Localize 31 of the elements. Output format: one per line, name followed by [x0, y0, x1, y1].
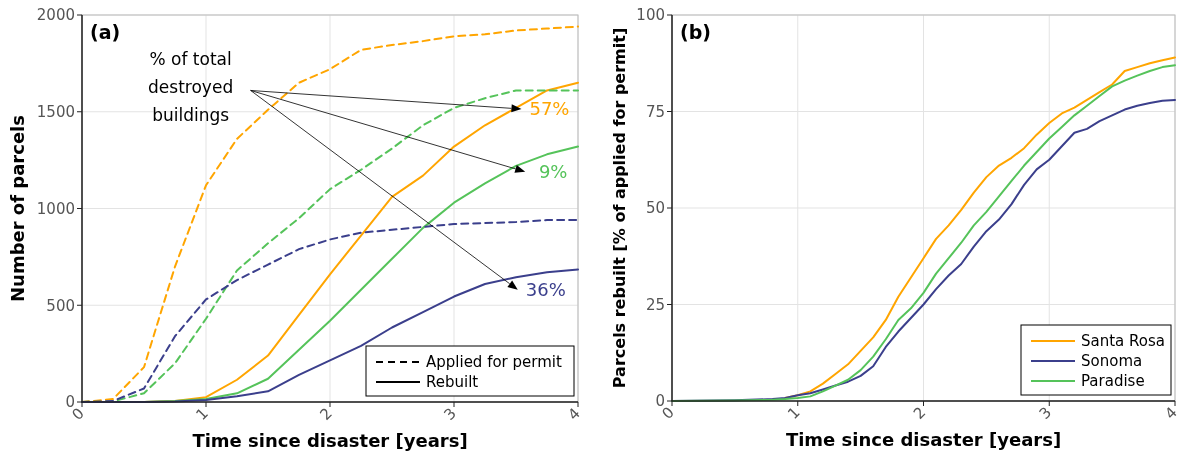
x-tick-label: 1 — [784, 403, 804, 423]
annotation: Applied for permit — [426, 353, 562, 372]
annotation: 36% — [525, 279, 566, 301]
x-tick-label: 2 — [316, 404, 336, 424]
legend-label: Sonoma — [1081, 352, 1143, 371]
x-tick-label: 2 — [909, 403, 930, 423]
legend-label: Paradise — [1081, 372, 1145, 391]
legend-label: Santa Rosa — [1081, 332, 1165, 351]
y-tick-label: 25 — [645, 295, 665, 314]
y-tick-label: 75 — [645, 102, 665, 121]
x-axis-title: Time since disaster [years] — [785, 429, 1062, 450]
annotation: % of total destroyed buildings — [148, 49, 234, 126]
y-tick-label: 50 — [645, 199, 665, 218]
y-axis-title: Parcels rebuilt [% of applied for permit] — [610, 27, 629, 389]
x-axis-title: Time since disaster [years] — [192, 430, 468, 451]
y-tick-label: 2000 — [36, 6, 75, 25]
x-tick-label: 4 — [564, 404, 584, 424]
y-tick-label: 1500 — [36, 103, 75, 121]
chart-title: (b) — [680, 21, 711, 43]
chart-title: (a) — [90, 21, 121, 43]
x-tick-label: 1 — [192, 404, 212, 424]
x-tick-label: 4 — [1161, 403, 1181, 423]
annotation: 9% — [538, 161, 568, 183]
y-tick-label: 100 — [636, 6, 665, 25]
annotation: Rebuilt — [426, 373, 479, 392]
x-tick-label: 3 — [440, 404, 460, 424]
y-tick-label: 1000 — [36, 199, 75, 218]
x-tick-label: 3 — [1035, 403, 1056, 423]
y-tick-label: 500 — [46, 296, 75, 315]
y-axis-title: Number of parcels — [7, 114, 28, 303]
annotation: 57% — [529, 98, 570, 120]
